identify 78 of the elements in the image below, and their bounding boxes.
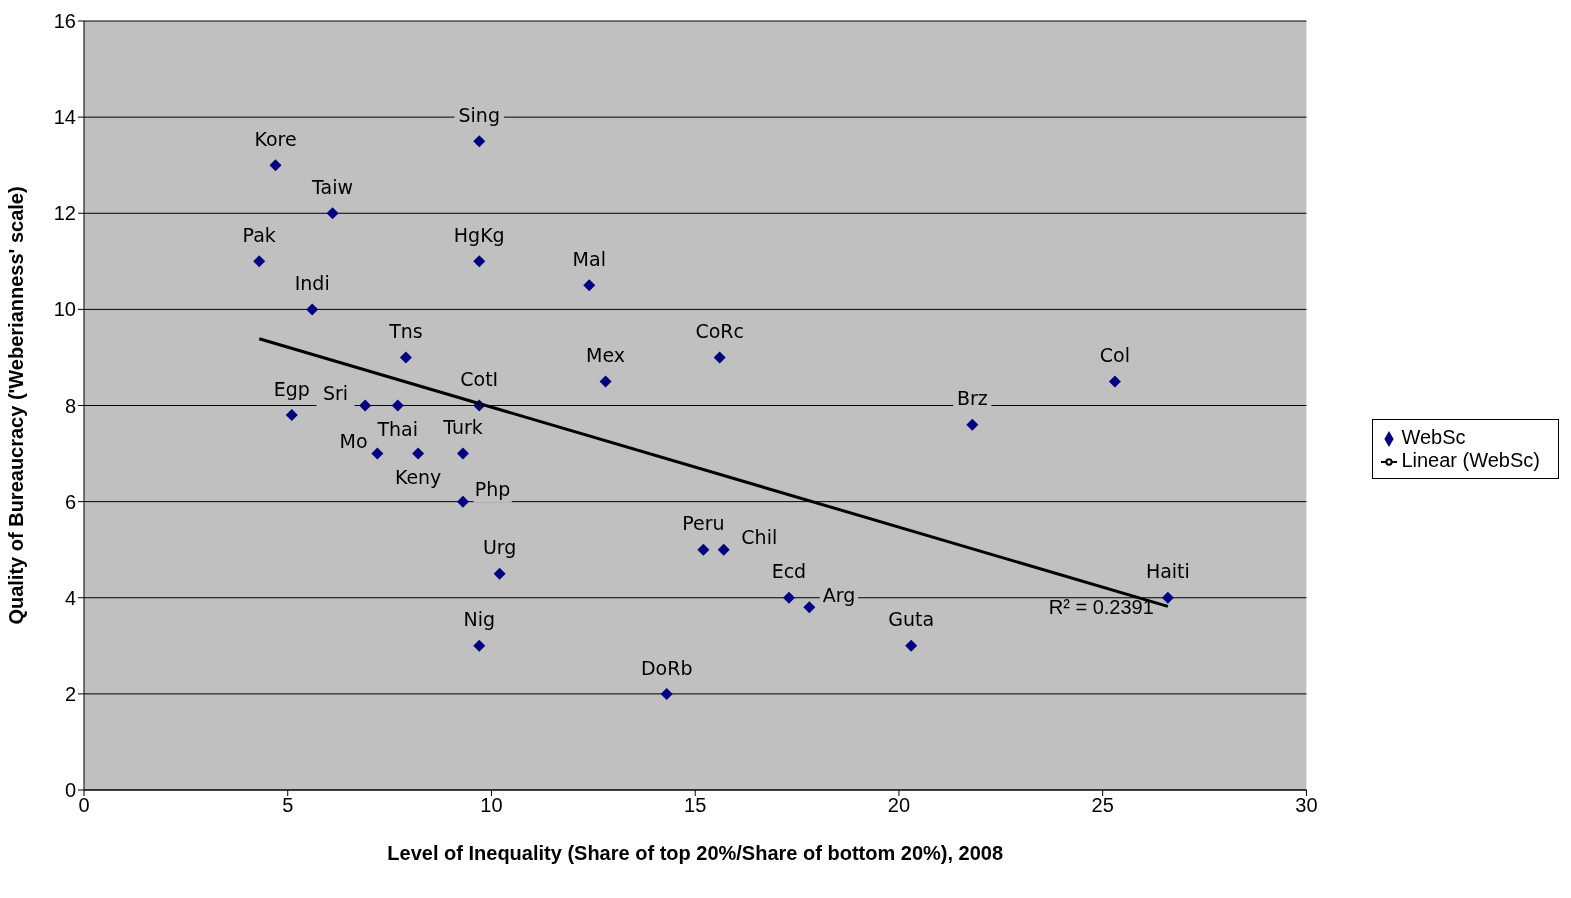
y-tick-label: 16: [53, 10, 76, 33]
annotation: Brz: [956, 387, 988, 410]
point: [583, 279, 596, 292]
point: [306, 303, 319, 316]
y-tick-label: 12: [53, 202, 76, 225]
y-tick-label: 14: [53, 106, 76, 129]
annotation: Pak: [242, 223, 276, 246]
x-tick-label: 0: [78, 794, 90, 817]
point: [966, 418, 979, 431]
point: [412, 447, 425, 460]
y-axis-title: Quality of Bureaucracy ('Weberianness' scale): [5, 186, 28, 625]
annotation: R² = 0.2391: [1048, 595, 1154, 618]
annotation: Tns: [388, 320, 423, 343]
y-tick-label: 6: [64, 490, 76, 513]
y-tick-label: 8: [64, 394, 76, 417]
x-tick-label: 5: [282, 794, 294, 817]
x-tick-label: 30: [1295, 794, 1318, 817]
annotation: Egp: [273, 377, 310, 400]
annotation: Php: [474, 478, 511, 501]
point: [371, 447, 384, 460]
annotation: CoRc: [695, 320, 744, 343]
x-axis-title: Level of Inequality (Share of top 20%/Share of bottom 20%), 2008: [387, 842, 1004, 864]
annotation: Sri: [322, 382, 349, 405]
point: [473, 255, 486, 268]
annotation: Turk: [442, 416, 483, 439]
point: [326, 207, 339, 220]
annotation: Haiti: [1145, 560, 1190, 583]
annotation: DoRb: [640, 656, 693, 679]
y-tick-label: 4: [64, 586, 76, 609]
annotation: Sing: [458, 103, 500, 126]
annotation: Chil: [741, 526, 778, 549]
point: [803, 601, 816, 614]
annotation: Thai: [376, 418, 419, 441]
annotation: Arg: [822, 584, 856, 607]
point: [697, 543, 710, 556]
x-tick-label: 25: [1091, 794, 1114, 817]
legend-label: WebSc: [1401, 426, 1466, 448]
point: [493, 567, 506, 580]
annotation: Kore: [254, 127, 297, 150]
y-tick-label: 2: [64, 682, 76, 705]
point: [359, 399, 372, 412]
point: [782, 591, 795, 604]
annotation: Taiw: [311, 175, 354, 198]
point: [456, 495, 469, 508]
point: [285, 409, 298, 422]
annotation: HgKg: [453, 223, 505, 246]
point: [399, 351, 412, 364]
x-tick-label: 20: [887, 794, 911, 817]
point: [905, 639, 918, 652]
annotation: Nig: [463, 608, 496, 631]
annotation: Col: [1099, 344, 1130, 367]
point: [391, 399, 404, 412]
annotation: Guta: [888, 608, 935, 631]
annotation: Mal: [572, 247, 606, 270]
x-tick-label: 10: [480, 794, 503, 817]
x-tick-label: 15: [684, 794, 707, 817]
annotation: CotI: [460, 368, 499, 391]
y-tick-label: 0: [64, 779, 76, 802]
point: [713, 351, 726, 364]
legend-label: Linear (WebSc): [1401, 449, 1540, 471]
annotation: Peru: [682, 512, 725, 535]
point: [253, 255, 266, 268]
annotation: Keny: [394, 466, 442, 489]
point: [456, 447, 469, 460]
annotation: Mo: [339, 430, 368, 453]
point: [473, 639, 486, 652]
point: [269, 159, 282, 172]
point: [660, 687, 673, 700]
point: [717, 543, 730, 556]
point: [1108, 375, 1121, 388]
y-tick-label: 10: [53, 298, 76, 321]
annotation: Urg: [482, 536, 517, 559]
annotation: Mex: [586, 344, 626, 367]
annotation: Ecd: [771, 560, 807, 583]
point: [1161, 591, 1174, 604]
point: [599, 375, 612, 388]
point: [473, 135, 486, 148]
annotation: Indi: [294, 272, 330, 295]
